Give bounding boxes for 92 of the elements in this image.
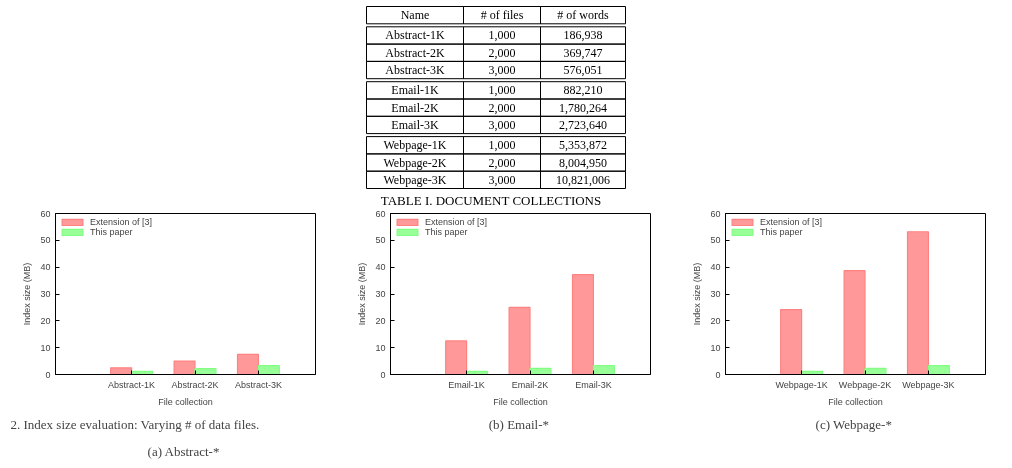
y-tick-label: 40 (375, 262, 386, 273)
text: 2,723,640 (559, 117, 607, 132)
legend-label: This paper (760, 227, 803, 237)
text: (c) Webpage-* (815, 416, 892, 432)
x-tick-label: Abstract-2K (171, 379, 219, 390)
text: Email-1K (391, 83, 439, 98)
text: Email-3K (391, 117, 439, 132)
y-axis-title: Index size (MB) (22, 262, 33, 326)
text: Abstract-1K (385, 28, 445, 43)
bar (843, 270, 866, 375)
bar (445, 340, 468, 375)
bar (780, 308, 803, 375)
legend-label: Extension of [3] (760, 217, 823, 227)
y-tick-label: 20 (40, 315, 51, 326)
text: Abstract-2K (385, 45, 445, 60)
text: # of files (480, 8, 524, 23)
text: # of words (557, 8, 609, 23)
y-tick-label: 60 (40, 208, 51, 219)
bar (571, 274, 595, 375)
bar (173, 360, 196, 375)
x-tick-label: Email-3K (575, 379, 612, 390)
y-tick-label: 50 (710, 235, 721, 246)
text: Webpage-2K (383, 155, 447, 170)
legend-label: This paper (425, 227, 468, 237)
y-tick-label: 0 (715, 369, 721, 380)
text: 2,000 (488, 45, 516, 60)
bar (906, 231, 930, 375)
y-tick-label: 20 (375, 315, 386, 326)
bar (236, 353, 260, 375)
y-tick-label: 20 (710, 315, 721, 326)
text: 576,051 (563, 63, 603, 78)
text: 10,821,006 (556, 172, 610, 187)
y-tick-label: 30 (710, 289, 721, 299)
text: 186,938 (563, 28, 603, 43)
text: 3,000 (488, 172, 516, 187)
text: (b) Email-* (488, 416, 550, 432)
y-tick-label: 60 (375, 208, 386, 219)
text: 369,747 (563, 45, 603, 60)
y-tick-label: 30 (40, 289, 51, 299)
legend-label: Extension of [3] (425, 217, 488, 227)
x-tick-label: Abstract-3K (234, 379, 282, 390)
x-tick-label: Webpage-3K (902, 379, 955, 390)
x-axis-title: File collection (493, 396, 548, 407)
text: 8,004,950 (559, 155, 607, 170)
bar (110, 367, 133, 375)
y-tick-label: 30 (375, 289, 386, 299)
y-tick-label: 0 (45, 369, 51, 380)
y-tick-label: 10 (375, 342, 386, 353)
bar (257, 365, 280, 375)
text: Webpage-3K (383, 172, 447, 187)
text: Name (400, 8, 430, 23)
text: 1,000 (488, 83, 516, 98)
bar (592, 365, 615, 375)
legend-label: Extension of [3] (90, 217, 153, 227)
y-tick-label: 60 (710, 208, 721, 219)
x-tick-label: Webpage-2K (838, 379, 892, 390)
text: (a) Abstract-* (147, 443, 220, 459)
bar (529, 367, 552, 375)
text: 5,353,872 (559, 138, 607, 153)
y-axis-title: Index size (MB) (692, 262, 703, 326)
y-tick-label: 10 (710, 342, 721, 353)
bar (864, 367, 887, 375)
y-tick-label: 50 (40, 235, 51, 246)
y-tick-label: 40 (40, 262, 51, 273)
bar (927, 365, 950, 375)
x-tick-label: Email-2K (511, 379, 549, 390)
text: Webpage-1K (383, 138, 447, 153)
text: 3,000 (488, 117, 516, 132)
text: 2. Index size evaluation: Varying # of data files. (10, 416, 260, 432)
text: 2,000 (488, 100, 516, 115)
x-tick-label: Abstract-1K (108, 379, 156, 390)
text: 3,000 (488, 63, 516, 78)
y-tick-label: 40 (710, 262, 721, 273)
legend-label: This paper (90, 227, 133, 237)
y-axis-title: Index size (MB) (357, 262, 368, 326)
text: TABLE I. DOCUMENT COLLECTIONS (380, 193, 602, 208)
bar (194, 368, 217, 375)
text: 1,000 (488, 138, 516, 153)
x-axis-title: File collection (828, 396, 883, 407)
text: 2,000 (488, 155, 516, 170)
x-tick-label: Webpage-1K (775, 379, 828, 390)
text: Email-2K (391, 100, 439, 115)
y-tick-label: 50 (375, 235, 386, 246)
y-tick-label: 10 (40, 342, 51, 353)
text: Abstract-3K (385, 63, 445, 78)
bar (508, 306, 531, 375)
x-axis-title: File collection (158, 396, 213, 407)
text: 1,780,264 (559, 100, 607, 115)
text: 882,210 (563, 83, 603, 98)
text: 1,000 (488, 28, 516, 43)
x-tick-label: Email-1K (448, 379, 485, 390)
y-tick-label: 0 (380, 369, 386, 380)
